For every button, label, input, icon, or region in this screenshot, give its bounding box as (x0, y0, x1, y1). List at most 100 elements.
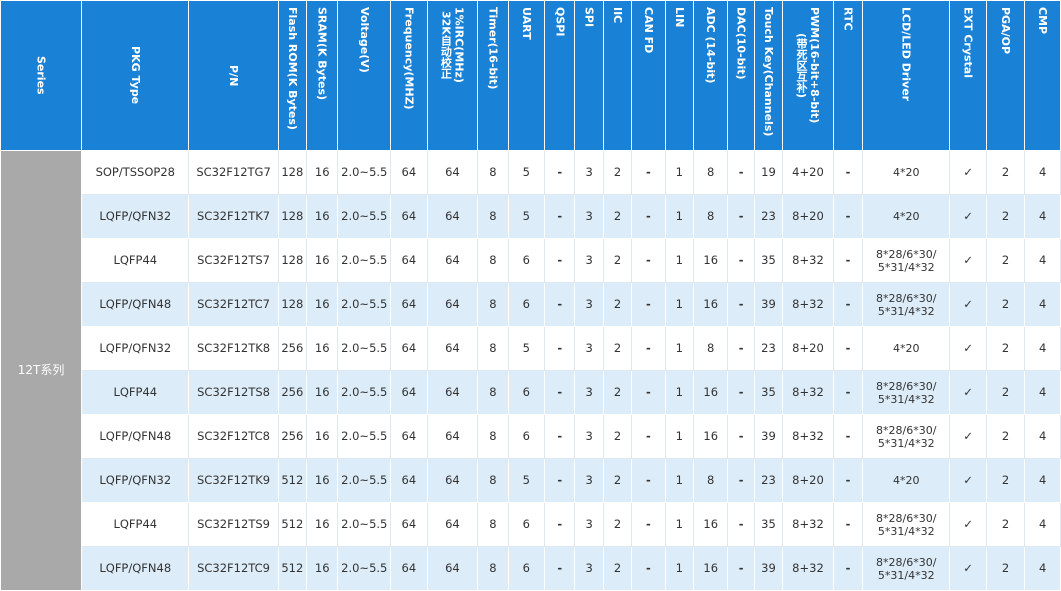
cell-cmp: 4 (1024, 326, 1061, 371)
cell-adc: 16 (692, 414, 729, 459)
cell-dac: - (727, 238, 755, 283)
table-row: LQFP/QFN32 SC32F12TK8 256 16 2.0~5.5 64 64 8 5-3… (1, 326, 1061, 371)
cell-cmp: 4 (1024, 546, 1061, 591)
column-header-lin: LIN (664, 0, 694, 151)
cell-irc: 64 (426, 150, 479, 195)
cell-qspi: - (544, 414, 576, 459)
cell-canfd: - (631, 194, 666, 239)
cell-pkg: LQFP44 (81, 370, 190, 415)
cell-cmp: 4 (1024, 238, 1061, 283)
cell-adc: 8 (692, 326, 729, 371)
cell-freq: 64 (390, 370, 428, 415)
column-header-qspi: QSPI (544, 0, 576, 151)
cell-lin: 1 (664, 370, 694, 415)
column-header-irc: 1%IRC(MHz) 32K自动校正 (426, 0, 479, 151)
column-header-pga: PGA/OP (985, 0, 1026, 151)
cell-canfd: - (631, 546, 666, 591)
column-header-label: IIC (611, 7, 624, 24)
cell-lin: 1 (664, 502, 694, 547)
cell-pkg: LQFP/QFN48 (81, 546, 190, 591)
cell-timer: 8 (477, 546, 509, 591)
cell-pkg: LQFP44 (81, 502, 190, 547)
cell-spi: 3 (574, 238, 604, 283)
column-header-label: LCD/LED Driver (899, 7, 913, 102)
cell-touch: 35 (753, 370, 784, 415)
cell-uart: 6 (507, 238, 546, 283)
cell-sram: 16 (305, 238, 339, 283)
cell-iic: 2 (602, 458, 633, 503)
cell-rtc: - (832, 282, 864, 327)
column-header-label: PGA/OP (999, 7, 1013, 55)
cell-iic: 2 (602, 326, 633, 371)
cell-pkg: LQFP44 (81, 238, 190, 283)
cell-irc: 64 (426, 194, 479, 239)
cell-pwm: 8+32 (782, 546, 834, 591)
cell-pga: 2 (985, 282, 1026, 327)
cell-flash: 256 (277, 370, 308, 415)
cell-flash: 128 (277, 150, 308, 195)
cell-pwm: 8+32 (782, 502, 834, 547)
cell-pga: 2 (985, 194, 1026, 239)
cell-canfd: - (631, 458, 666, 503)
cell-timer: 8 (477, 194, 509, 239)
cell-timer: 8 (477, 370, 509, 415)
cell-irc: 64 (426, 502, 479, 547)
cell-canfd: - (631, 238, 666, 283)
cell-freq: 64 (390, 326, 428, 371)
cell-flash: 128 (277, 238, 308, 283)
cell-pn: SC32F12TG7 (188, 150, 279, 195)
cell-sram: 16 (305, 502, 339, 547)
cell-canfd: - (631, 150, 666, 195)
column-header-label: UART (519, 7, 533, 40)
cell-pkg: SOP/TSSOP28 (81, 150, 190, 195)
cell-pwm: 8+20 (782, 194, 834, 239)
column-header-label: Flash ROM(K Bytes) (285, 7, 299, 130)
cell-voltage: 2.0~5.5 (337, 458, 392, 503)
cell-iic: 2 (602, 150, 633, 195)
column-header-voltage: Voltage(V) (337, 0, 392, 151)
column-header-label: PKG Type (128, 46, 142, 105)
cell-lcd: 8*28/6*30/ 5*31/4*32 (862, 238, 951, 283)
cell-pn: SC32F12TK8 (188, 326, 279, 371)
column-header-label: RTC (841, 7, 855, 31)
cell-qspi: - (544, 546, 576, 591)
column-header-label: Frequency(MHZ) (402, 7, 416, 110)
column-header-pn: P/N (188, 0, 279, 151)
cell-canfd: - (631, 326, 666, 371)
cell-spi: 3 (574, 194, 604, 239)
cell-pn: SC32F12TS9 (188, 502, 279, 547)
cell-adc: 8 (692, 458, 729, 503)
cell-lin: 1 (664, 458, 694, 503)
cell-qspi: - (544, 326, 576, 371)
column-header-freq: Frequency(MHZ) (390, 0, 428, 151)
cell-spi: 3 (574, 546, 604, 591)
cell-iic: 2 (602, 282, 633, 327)
column-header-spi: SPI (574, 0, 604, 151)
column-header-dac: DAC(10-bit) (727, 0, 755, 151)
cell-qspi: - (544, 282, 576, 327)
cell-spi: 3 (574, 414, 604, 459)
cell-irc: 64 (426, 546, 479, 591)
cell-spi: 3 (574, 326, 604, 371)
cell-adc: 8 (692, 194, 729, 239)
table-row: LQFP44 SC32F12TS7 128 16 2.0~5.5 64 64 8 6-3 2-1 1… (1, 238, 1061, 283)
cell-adc: 16 (692, 502, 729, 547)
cell-voltage: 2.0~5.5 (337, 282, 392, 327)
column-header-ext: EXT Crystal (949, 0, 987, 151)
cell-lcd: 4*20 (862, 194, 951, 239)
cell-qspi: - (544, 194, 576, 239)
cell-dac: - (727, 414, 755, 459)
cell-pga: 2 (985, 370, 1026, 415)
cell-timer: 8 (477, 458, 509, 503)
cell-uart: 6 (507, 370, 546, 415)
column-header-sram: SRAM(K Bytes) (305, 0, 339, 151)
cell-cmp: 4 (1024, 150, 1061, 195)
cell-timer: 8 (477, 502, 509, 547)
cell-lcd: 8*28/6*30/ 5*31/4*32 (862, 414, 951, 459)
cell-freq: 64 (390, 546, 428, 591)
cell-pkg: LQFP/QFN48 (81, 414, 190, 459)
table-row: LQFP/QFN32 SC32F12TK7 128 16 2.0~5.5 64 64 8 5-3… (1, 194, 1061, 239)
cell-touch: 39 (753, 546, 784, 591)
cell-pwm: 4+20 (782, 150, 834, 195)
cell-voltage: 2.0~5.5 (337, 370, 392, 415)
